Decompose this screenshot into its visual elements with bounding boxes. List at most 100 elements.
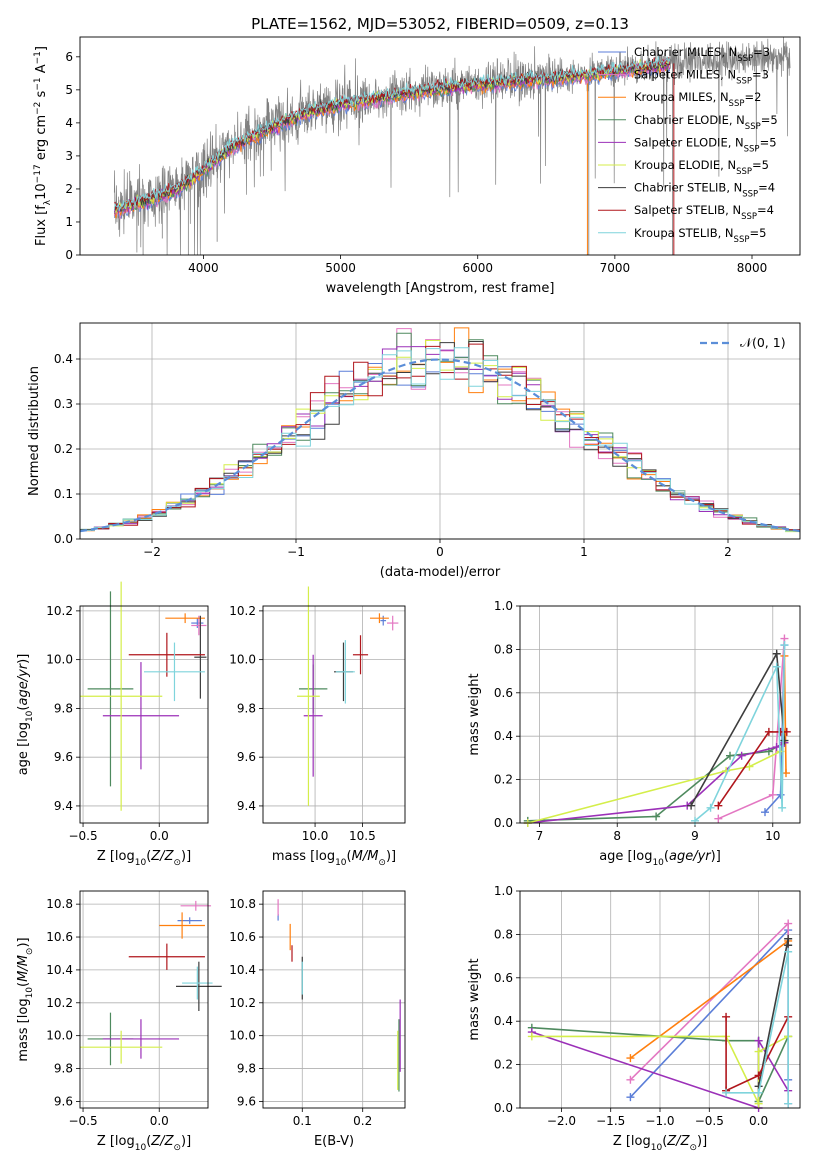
series-line xyxy=(726,951,789,1104)
label-part: )] xyxy=(181,1134,191,1149)
legend-tail: =5 xyxy=(752,158,769,172)
y-axis-label: Flux [fλ10−17 erg cm−2 s−1 A−1] xyxy=(33,46,53,246)
legend-sub: SSP xyxy=(729,99,745,109)
y-tick-label: 9.4 xyxy=(54,799,73,813)
label-part: ⊙ xyxy=(173,1143,181,1153)
x-tick-label: 2 xyxy=(724,545,732,559)
residuals-panel: −2 −1 0 1 2 0.0 0.1 0.2 0.3 0.4 (data-model)/error… xyxy=(27,322,801,580)
data-point xyxy=(714,801,723,810)
legend-sub: SSP xyxy=(736,77,752,87)
data-point xyxy=(626,1093,635,1102)
series-line xyxy=(527,742,785,824)
series-chabrier-stelib xyxy=(687,649,789,810)
y-tick-label: 0.8 xyxy=(494,927,513,941)
x-tick-label: −1.5 xyxy=(596,1114,625,1128)
errorbar-kroupa-elodie xyxy=(297,586,320,806)
y-tick-label: 0.4 xyxy=(494,729,513,743)
mass-vs-ebv-panel: 0.1 0.2 9.6 9.8 10.0 10.2 10.4 10.6 10.8 E(B-V) xyxy=(229,890,406,1149)
x-tick-label: 1 xyxy=(580,545,588,559)
label-part: mass [log xyxy=(272,849,335,864)
errorbar-chabrier-miles xyxy=(177,917,202,924)
x-tick-label: 10.0 xyxy=(302,829,329,843)
axes-frame xyxy=(262,890,406,1109)
legend: 𝒩(0, 1) xyxy=(700,335,786,350)
series-line xyxy=(629,940,789,1059)
label-part: M/M xyxy=(352,849,379,864)
x-tick-label: 7 xyxy=(536,829,544,843)
data-point xyxy=(706,803,715,812)
label-part: ⊙ xyxy=(689,1143,697,1153)
y-tick-label: 10.6 xyxy=(46,930,73,944)
label-part: age/yr xyxy=(669,849,712,864)
y-tick-label: 1 xyxy=(65,215,73,229)
x-tick-label: 0.1 xyxy=(293,1114,312,1128)
y-tick-label: 10.8 xyxy=(229,897,256,911)
label-part: Z/Z xyxy=(150,1134,174,1149)
y-tick-label: 9.8 xyxy=(54,1062,73,1076)
errorbar-kroupa-miles xyxy=(159,912,205,939)
model-spectrum-kroupa-stelib xyxy=(113,56,671,212)
label-part: 10 xyxy=(651,1143,663,1153)
x-tick-label: 0 xyxy=(436,545,444,559)
weight-vs-metallicity-panel: −2.0 −1.5 −1.0 −0.5 0.0 0.0 0.2 0.4 0.6 0.8 1.0 Z [… xyxy=(467,884,801,1153)
age-vs-metallicity-panel: −0.5 0.09.49.69.810.010.2Z [log10(Z/Z⊙)]a… xyxy=(16,581,209,868)
x-axis-label: mass [log10(M/M⊙)] xyxy=(272,849,396,868)
data-point xyxy=(782,727,791,736)
legend-tail: =3 xyxy=(752,68,769,82)
data-point xyxy=(626,1054,635,1063)
legend-entry: Salpeter STELIB, NSSP=4 xyxy=(634,203,774,222)
y-tick-label: 3 xyxy=(65,149,73,163)
errorbar-kroupa-miles xyxy=(369,613,389,624)
label-part: Z [log xyxy=(613,1134,651,1149)
y-tick-label: 10.0 xyxy=(46,653,73,667)
y-tick-label: 9.4 xyxy=(237,799,256,813)
y-tick-label: 9.6 xyxy=(54,1094,73,1108)
series-chabrier-elodie xyxy=(523,738,789,825)
legend-tail: =4 xyxy=(757,203,774,217)
histogram-kroupa-stelib xyxy=(80,347,800,534)
y-tick-label: 10.0 xyxy=(229,653,256,667)
label-part: wavelength [Angstrom, rest frame] xyxy=(326,281,555,296)
y-tick-label: 0.3 xyxy=(54,397,73,411)
legend-label: Chabrier STELIB, N xyxy=(634,181,742,195)
label-part: ( xyxy=(16,706,31,711)
x-tick-label: −0.5 xyxy=(68,829,97,843)
errorbar-salpeter-elodie xyxy=(102,1019,180,1059)
label-part: ( xyxy=(146,1134,151,1149)
errorbars xyxy=(80,581,207,811)
data-point xyxy=(784,919,793,928)
y-tick-label: 0.4 xyxy=(494,1014,513,1028)
x-axis-label: Z [log10(Z/Z⊙)] xyxy=(97,849,191,868)
axes-frame xyxy=(519,890,801,1109)
x-axis-label: Z [log10(Z/Z⊙)] xyxy=(613,1134,707,1153)
errorbar-salpeter-miles xyxy=(180,900,212,911)
label-part: age [log xyxy=(16,722,31,775)
legend-entry: 𝒩(0, 1) xyxy=(740,335,786,350)
spectrum-panel: 4000 5000 6000 7000 8000 0 1 2 3 4 5 6 wavelength [A… xyxy=(33,36,801,296)
label-part: (data-model)/error xyxy=(380,565,501,580)
y-tick-label: 9.8 xyxy=(237,701,256,715)
x-tick-label: 0.0 xyxy=(749,1114,768,1128)
label-part: 10 xyxy=(652,858,664,868)
label-part: Normed distribution xyxy=(27,366,42,496)
y-tick-label: 9.6 xyxy=(54,750,73,764)
label-part: ⊙ xyxy=(173,858,181,868)
histograms xyxy=(80,327,800,534)
data-point xyxy=(772,649,781,658)
errorbar-salpeter-elodie xyxy=(102,662,180,770)
x-tick-label: −2.0 xyxy=(547,1114,576,1128)
legend-label: Kroupa STELIB, N xyxy=(634,226,734,240)
label-part: −1 xyxy=(33,77,43,90)
legend-entry: Kroupa MILES, NSSP=2 xyxy=(634,90,761,109)
data-point xyxy=(714,814,723,823)
y-tick-label: 10.2 xyxy=(46,604,73,618)
errorbars xyxy=(277,899,401,1092)
weight-lines xyxy=(523,634,791,827)
data-point xyxy=(768,790,777,799)
y-tick-label: 10.2 xyxy=(229,996,256,1010)
legend-entry: Salpeter ELODIE, NSSP=5 xyxy=(634,135,777,154)
errorbar-kroupa-stelib xyxy=(335,640,355,704)
data-point xyxy=(745,762,754,771)
data-point xyxy=(687,801,696,810)
